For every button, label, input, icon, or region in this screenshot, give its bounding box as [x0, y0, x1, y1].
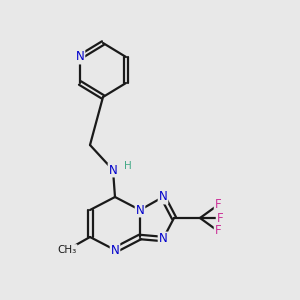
Text: N: N	[159, 232, 167, 245]
Text: F: F	[215, 224, 221, 238]
Text: N: N	[136, 203, 144, 217]
Text: CH₃: CH₃	[57, 245, 76, 255]
Text: N: N	[109, 164, 117, 176]
Text: F: F	[217, 212, 223, 224]
Text: N: N	[111, 244, 119, 256]
Text: H: H	[124, 161, 132, 171]
Text: N: N	[159, 190, 167, 203]
Text: F: F	[215, 199, 221, 212]
Text: N: N	[76, 50, 84, 64]
